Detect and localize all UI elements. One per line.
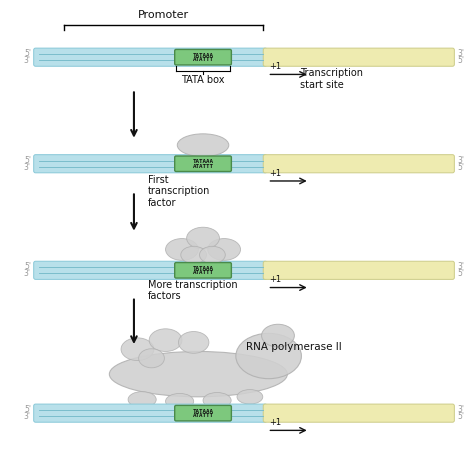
- Text: ATATTT: ATATTT: [192, 413, 214, 418]
- Ellipse shape: [138, 349, 164, 368]
- Text: TATAAA: TATAAA: [192, 53, 214, 58]
- Text: 5': 5': [24, 156, 31, 165]
- FancyBboxPatch shape: [175, 405, 231, 421]
- Text: +1: +1: [269, 418, 281, 427]
- Text: TATAAA: TATAAA: [192, 159, 214, 164]
- Text: +1: +1: [269, 62, 281, 71]
- Text: 5': 5': [457, 269, 464, 279]
- Text: ATATTT: ATATTT: [192, 164, 214, 169]
- Text: 3': 3': [457, 49, 464, 58]
- Text: 5': 5': [24, 49, 31, 58]
- FancyBboxPatch shape: [175, 263, 231, 278]
- FancyBboxPatch shape: [34, 261, 267, 280]
- Ellipse shape: [177, 134, 229, 157]
- Ellipse shape: [181, 246, 207, 263]
- FancyBboxPatch shape: [263, 261, 455, 280]
- Text: 3': 3': [24, 56, 31, 65]
- Text: 5': 5': [457, 56, 464, 65]
- Ellipse shape: [109, 352, 287, 397]
- Text: +1: +1: [269, 275, 281, 285]
- Text: +1: +1: [269, 169, 281, 178]
- Text: TATA box: TATA box: [181, 75, 225, 85]
- Ellipse shape: [149, 329, 182, 352]
- Ellipse shape: [178, 331, 209, 353]
- FancyBboxPatch shape: [175, 156, 231, 172]
- FancyBboxPatch shape: [34, 48, 267, 66]
- Ellipse shape: [128, 392, 156, 408]
- Text: 3': 3': [457, 262, 464, 271]
- Text: 5': 5': [457, 412, 464, 421]
- Text: RNA polymerase II: RNA polymerase II: [246, 342, 342, 352]
- Ellipse shape: [165, 393, 194, 409]
- Ellipse shape: [208, 239, 240, 260]
- FancyBboxPatch shape: [175, 50, 231, 65]
- Text: 3': 3': [457, 405, 464, 414]
- Ellipse shape: [203, 392, 231, 409]
- Ellipse shape: [236, 333, 301, 379]
- Text: Transcription
start site: Transcription start site: [300, 68, 363, 90]
- Text: TATAAA: TATAAA: [192, 266, 214, 271]
- Text: More transcription
factors: More transcription factors: [148, 280, 237, 302]
- Text: 5': 5': [457, 163, 464, 172]
- Text: 3': 3': [24, 412, 31, 421]
- Text: ATATTT: ATATTT: [192, 57, 214, 62]
- FancyBboxPatch shape: [263, 404, 455, 422]
- Ellipse shape: [200, 246, 225, 263]
- Text: 5': 5': [24, 405, 31, 414]
- Text: 3': 3': [457, 156, 464, 165]
- Text: 3': 3': [24, 163, 31, 172]
- Text: ATATTT: ATATTT: [192, 270, 214, 275]
- Text: 5': 5': [24, 262, 31, 271]
- FancyBboxPatch shape: [34, 155, 267, 173]
- FancyBboxPatch shape: [263, 155, 455, 173]
- Ellipse shape: [262, 324, 294, 347]
- Ellipse shape: [165, 239, 198, 260]
- Text: First
transcription
factor: First transcription factor: [148, 174, 210, 208]
- Ellipse shape: [237, 390, 263, 404]
- Text: 3': 3': [24, 269, 31, 279]
- Ellipse shape: [187, 227, 219, 249]
- Ellipse shape: [121, 338, 154, 361]
- Text: Promoter: Promoter: [137, 10, 189, 20]
- FancyBboxPatch shape: [34, 404, 267, 422]
- FancyBboxPatch shape: [263, 48, 455, 66]
- Text: TATAAA: TATAAA: [192, 409, 214, 414]
